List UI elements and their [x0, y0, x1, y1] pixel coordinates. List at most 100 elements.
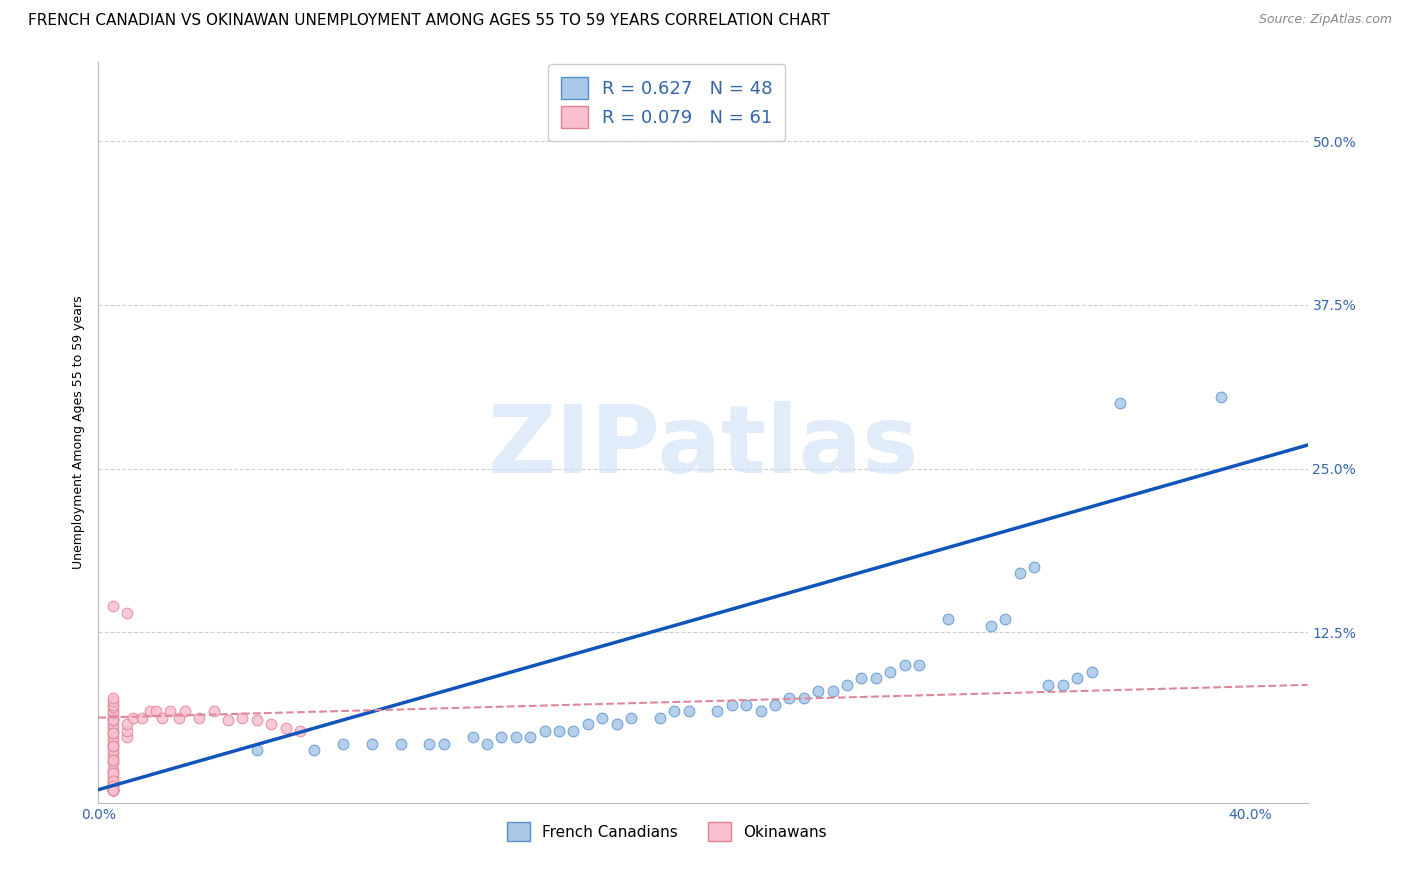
Point: [879, 665, 901, 679]
Point: [807, 684, 830, 698]
Point: [260, 717, 283, 731]
Point: [1052, 678, 1074, 692]
Point: [893, 658, 915, 673]
Point: [778, 690, 800, 705]
Legend: French Canadians, Okinawans: French Canadians, Okinawans: [501, 816, 832, 847]
Point: [101, 773, 124, 788]
Point: [519, 731, 541, 745]
Point: [865, 671, 887, 685]
Point: [491, 731, 513, 745]
Point: [101, 737, 124, 751]
Point: [1008, 566, 1031, 581]
Point: [115, 717, 138, 731]
Point: [1109, 396, 1132, 410]
Point: [706, 704, 728, 718]
Point: [936, 612, 959, 626]
Point: [167, 711, 190, 725]
Point: [821, 684, 844, 698]
Point: [101, 779, 124, 793]
Point: [101, 743, 124, 757]
Point: [115, 731, 138, 745]
Text: ZIPatlas: ZIPatlas: [488, 401, 918, 493]
Text: Source: ZipAtlas.com: Source: ZipAtlas.com: [1258, 13, 1392, 27]
Point: [101, 753, 124, 767]
Point: [101, 753, 124, 767]
Point: [101, 776, 124, 790]
Point: [304, 743, 326, 757]
Point: [735, 698, 758, 712]
Point: [475, 737, 498, 751]
Point: [1022, 560, 1045, 574]
Point: [101, 782, 124, 797]
Point: [101, 739, 124, 754]
Point: [980, 619, 1002, 633]
Point: [115, 723, 138, 738]
Point: [217, 713, 239, 727]
Point: [101, 720, 124, 734]
Point: [159, 704, 181, 718]
Point: [246, 743, 269, 757]
Point: [606, 717, 628, 731]
Point: [101, 700, 124, 714]
Point: [1038, 678, 1060, 692]
Point: [835, 678, 858, 692]
Point: [145, 704, 167, 718]
Point: [101, 782, 124, 797]
Point: [101, 763, 124, 777]
Point: [793, 690, 815, 705]
Point: [101, 706, 124, 721]
Point: [648, 711, 671, 725]
Point: [101, 704, 124, 718]
Point: [101, 713, 124, 727]
Point: [101, 693, 124, 707]
Point: [461, 731, 484, 745]
Point: [101, 756, 124, 771]
Point: [131, 711, 153, 725]
Point: [591, 711, 613, 725]
Point: [101, 770, 124, 784]
Point: [202, 704, 225, 718]
Y-axis label: Unemployment Among Ages 55 to 59 years: Unemployment Among Ages 55 to 59 years: [72, 296, 84, 569]
Point: [101, 723, 124, 738]
Point: [332, 737, 354, 751]
Point: [188, 711, 211, 725]
Point: [101, 717, 124, 731]
Point: [361, 737, 384, 751]
Point: [101, 690, 124, 705]
Point: [173, 704, 195, 718]
Point: [389, 737, 412, 751]
Point: [576, 717, 599, 731]
Point: [720, 698, 742, 712]
Point: [101, 732, 124, 747]
Point: [101, 750, 124, 764]
Point: [101, 773, 124, 788]
Point: [1211, 390, 1233, 404]
Point: [288, 723, 311, 738]
Point: [139, 704, 162, 718]
Text: FRENCH CANADIAN VS OKINAWAN UNEMPLOYMENT AMONG AGES 55 TO 59 YEARS CORRELATION C: FRENCH CANADIAN VS OKINAWAN UNEMPLOYMENT…: [28, 13, 830, 29]
Point: [101, 746, 124, 760]
Point: [851, 671, 873, 685]
Point: [101, 698, 124, 712]
Point: [101, 782, 124, 797]
Point: [101, 739, 124, 754]
Point: [115, 606, 138, 620]
Point: [433, 737, 456, 751]
Point: [678, 704, 700, 718]
Point: [620, 711, 643, 725]
Point: [418, 737, 440, 751]
Point: [548, 723, 571, 738]
Point: [101, 731, 124, 745]
Point: [101, 782, 124, 797]
Point: [101, 765, 124, 780]
Point: [505, 731, 527, 745]
Point: [1066, 671, 1088, 685]
Point: [664, 704, 686, 718]
Point: [122, 711, 145, 725]
Point: [1080, 665, 1102, 679]
Point: [101, 726, 124, 740]
Point: [994, 612, 1017, 626]
Point: [749, 704, 772, 718]
Point: [274, 721, 297, 735]
Point: [101, 779, 124, 793]
